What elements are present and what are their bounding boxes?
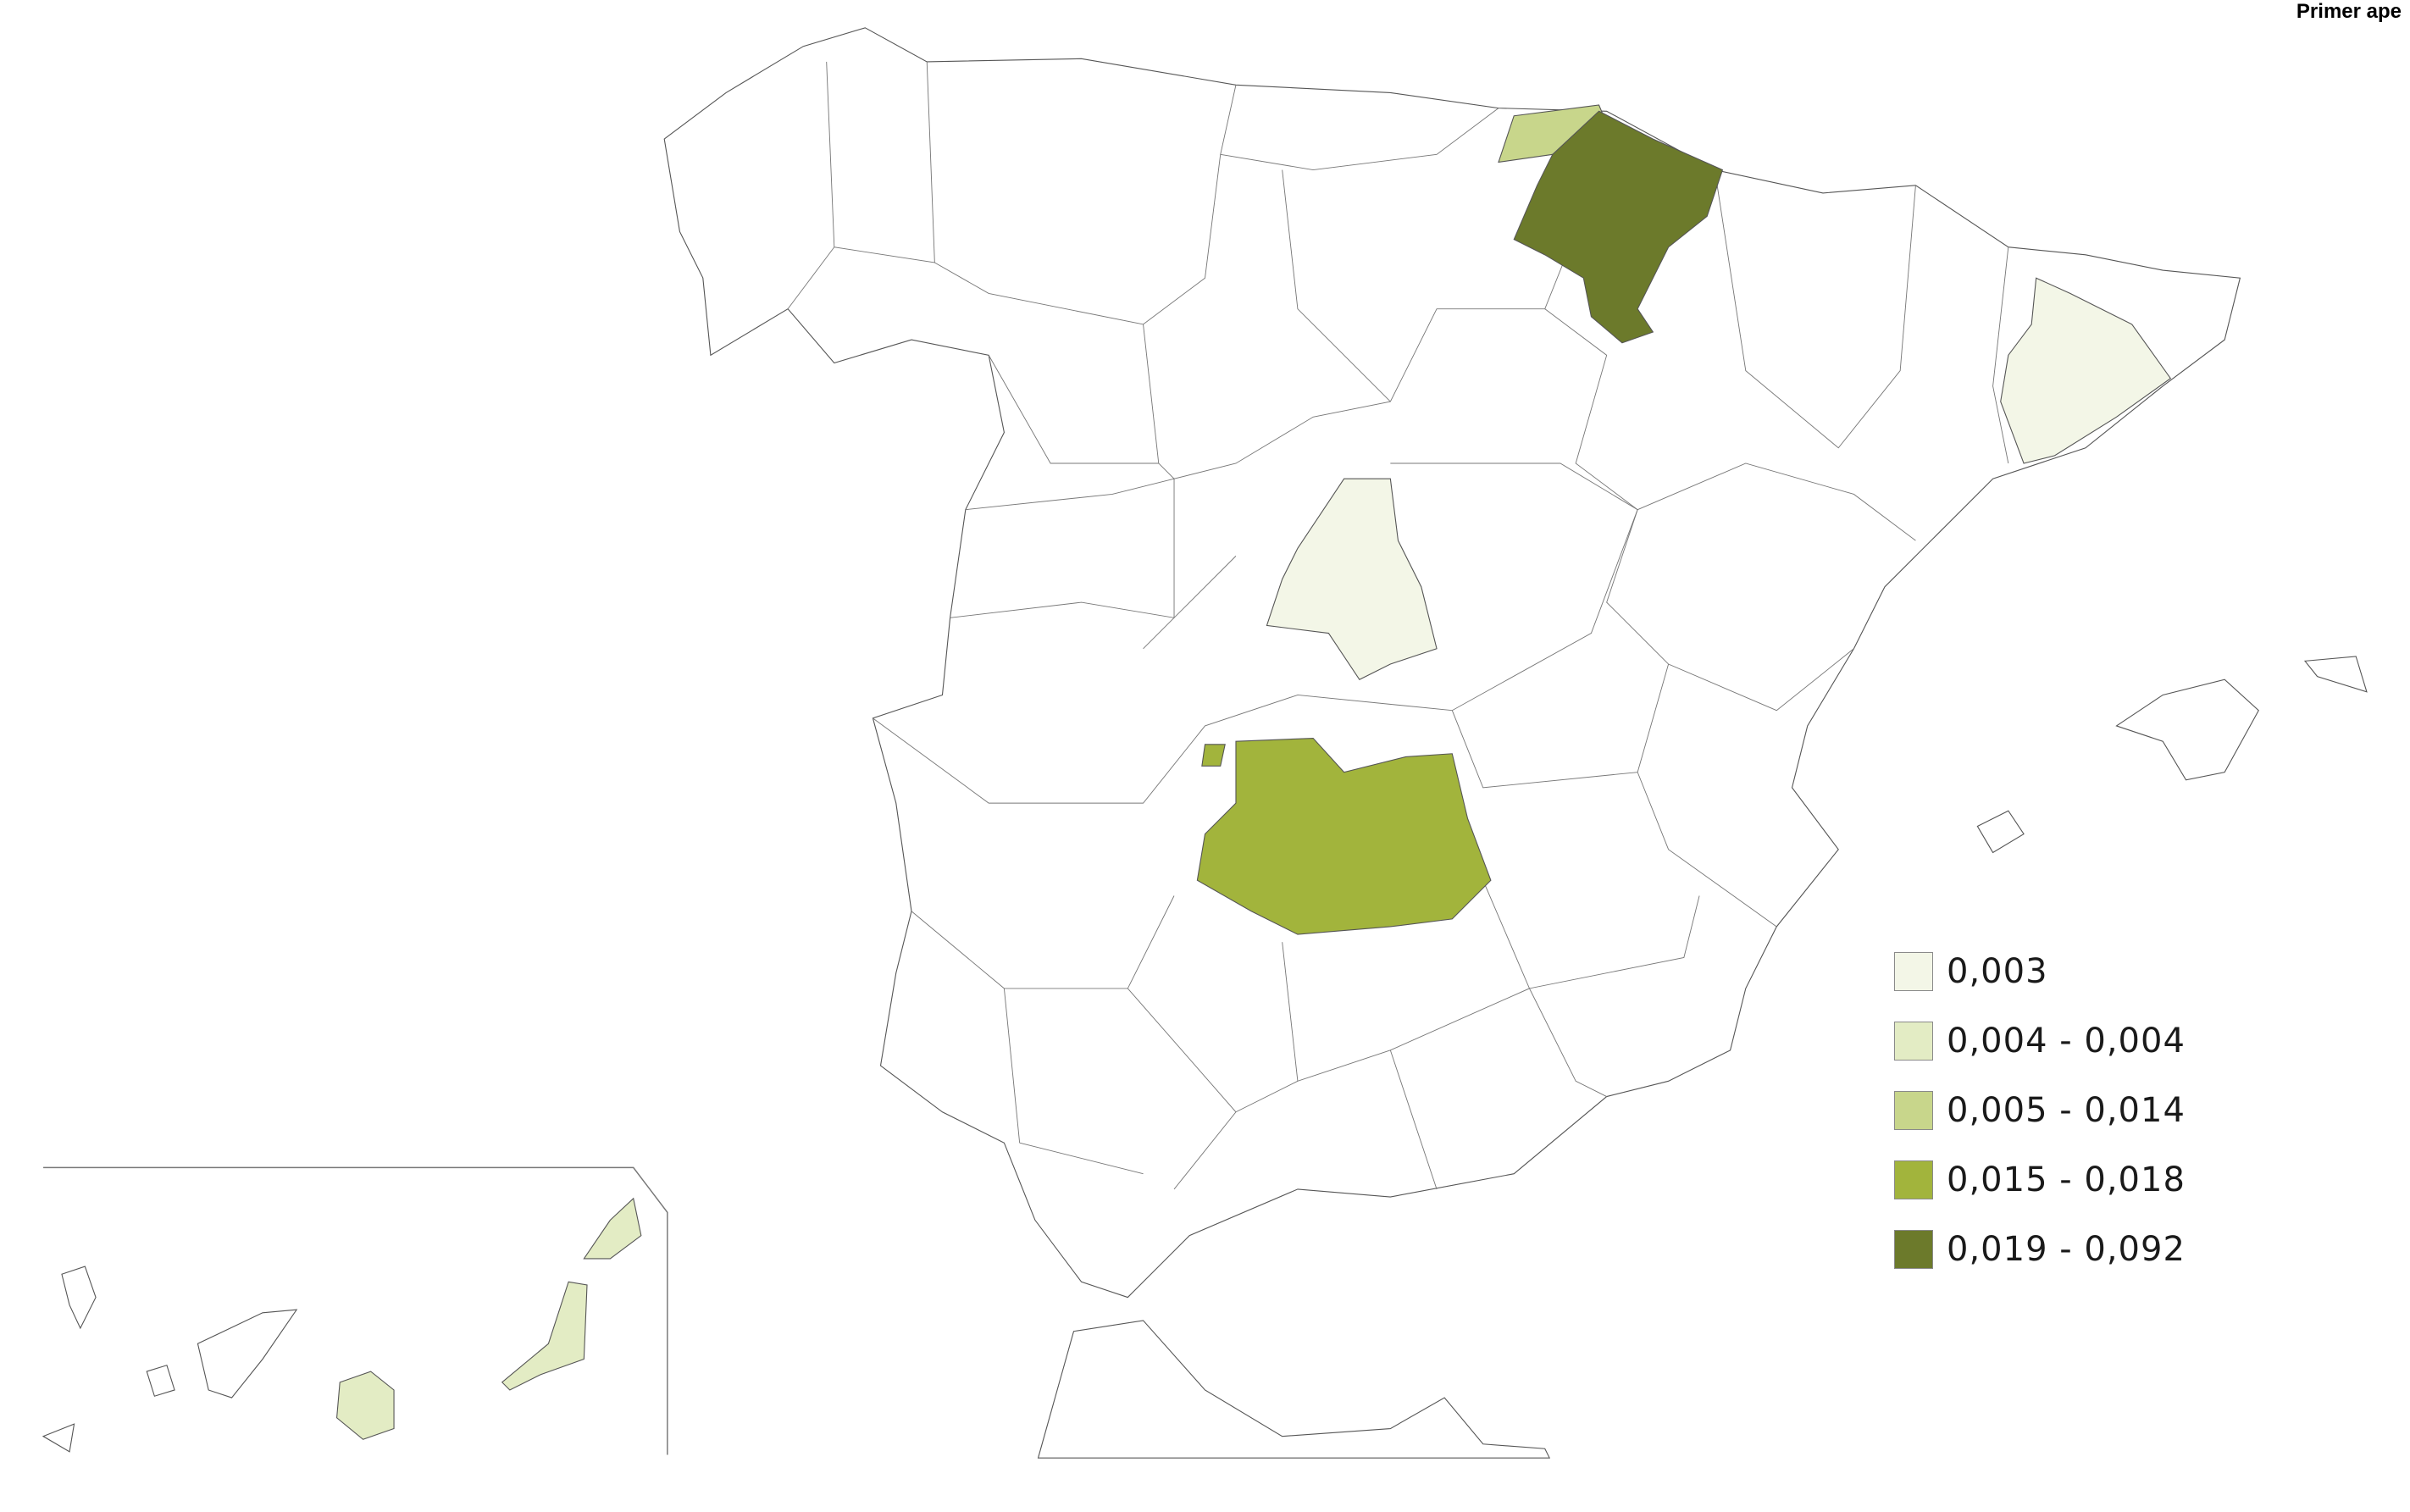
map-title: Primer ape bbox=[2296, 0, 2402, 23]
legend-item: 0,005 - 0,014 bbox=[1894, 1090, 2186, 1130]
legend-item: 0,015 - 0,018 bbox=[1894, 1160, 2186, 1199]
legend-swatch bbox=[1894, 1090, 1933, 1130]
island-ibiza[interactable] bbox=[1976, 810, 2025, 854]
island-lanzarote[interactable] bbox=[583, 1197, 642, 1260]
africa-strip bbox=[1037, 1320, 1551, 1459]
legend-item: 0,019 - 0,092 bbox=[1894, 1229, 2186, 1269]
legend-swatch bbox=[1894, 1021, 1933, 1061]
legend-swatch bbox=[1894, 1229, 1933, 1269]
island-tenerife[interactable] bbox=[197, 1309, 298, 1398]
legend: 0,003 0,004 - 0,004 0,005 - 0,014 0,015 … bbox=[1894, 951, 2186, 1299]
legend-swatch bbox=[1894, 1160, 1933, 1199]
island-gran-canaria[interactable] bbox=[336, 1371, 395, 1440]
island-menorca[interactable] bbox=[2303, 656, 2368, 693]
region-barcelona[interactable] bbox=[2000, 277, 2172, 464]
island-la-gomera[interactable] bbox=[146, 1365, 175, 1397]
province-borders bbox=[787, 61, 2009, 1190]
legend-label: 0,003 bbox=[1947, 951, 2048, 991]
legend-swatch bbox=[1894, 951, 1933, 991]
legend-item: 0,003 bbox=[1894, 951, 2186, 991]
legend-item: 0,004 - 0,004 bbox=[1894, 1021, 2186, 1061]
region-navarra[interactable] bbox=[1513, 110, 1724, 344]
legend-label: 0,004 - 0,004 bbox=[1947, 1021, 2186, 1061]
legend-label: 0,015 - 0,018 bbox=[1947, 1160, 2186, 1199]
canary-inset-frame bbox=[43, 1166, 668, 1455]
island-el-hierro[interactable] bbox=[42, 1423, 75, 1453]
region-madrid[interactable] bbox=[1266, 478, 1438, 680]
region-ciudad-real-enclave[interactable] bbox=[1201, 744, 1226, 767]
legend-label: 0,005 - 0,014 bbox=[1947, 1090, 2186, 1130]
peninsula-outline bbox=[663, 27, 2241, 1299]
island-fuerteventura[interactable] bbox=[501, 1281, 588, 1391]
island-la-palma[interactable] bbox=[61, 1266, 97, 1330]
region-ciudad-real[interactable] bbox=[1196, 737, 1492, 935]
legend-label: 0,019 - 0,092 bbox=[1947, 1229, 2186, 1269]
island-mallorca[interactable] bbox=[2115, 678, 2259, 781]
